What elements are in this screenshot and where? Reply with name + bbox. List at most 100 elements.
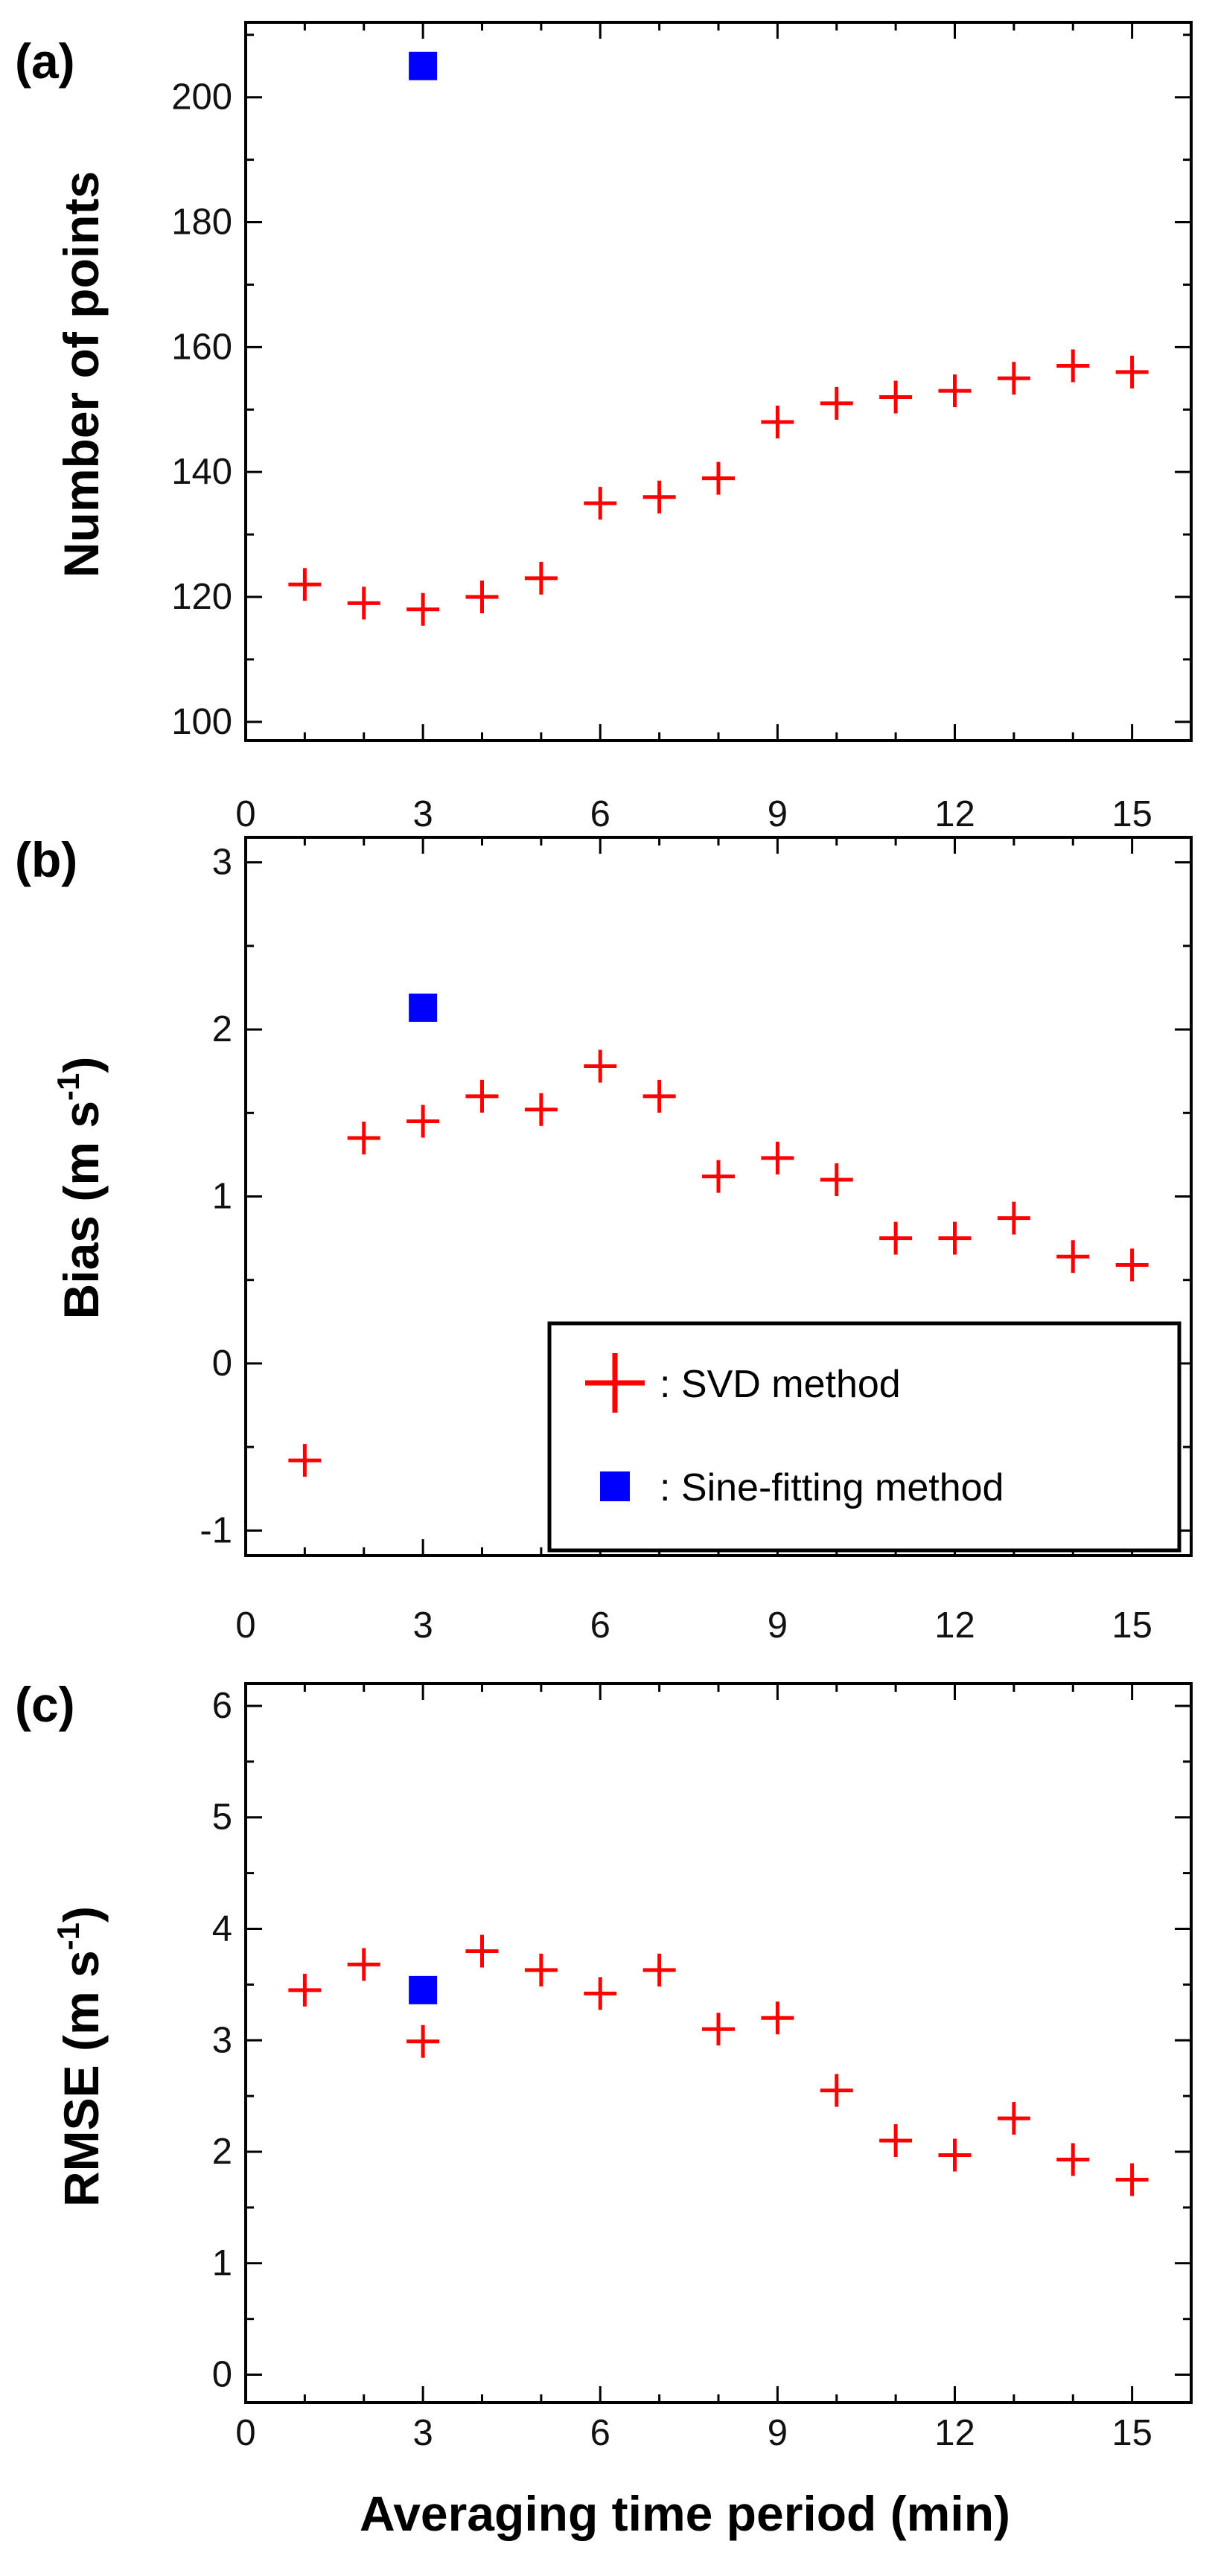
y-tick-label: 3	[212, 843, 232, 883]
svd-point	[347, 1948, 380, 1981]
panel-b-ylabel-end: )	[54, 1057, 109, 1073]
svd-point	[642, 480, 676, 514]
y-tick-label: 0	[212, 1343, 232, 1384]
y-tick-label: 2	[212, 1009, 232, 1049]
x-tick-label: 12	[934, 2413, 975, 2453]
sine-fitting-point	[409, 51, 438, 80]
x-tick-label: 12	[934, 794, 975, 834]
panel-b-ylabel: Bias (m s-1)	[51, 1057, 109, 1320]
panel-c-ylabel-sup: -1	[51, 1923, 86, 1950]
legend-box	[547, 1321, 1181, 1553]
legend-plus-marker	[585, 1353, 645, 1413]
svd-point	[524, 1093, 558, 1126]
svd-point	[1115, 1248, 1149, 1282]
svd-point	[406, 592, 440, 626]
svd-point	[820, 1163, 853, 1197]
legend: : SVD method : Sine-fitting method	[547, 1321, 1181, 1553]
svd-point	[347, 1121, 380, 1154]
svd-point	[288, 568, 322, 601]
svd-point	[288, 1444, 322, 1477]
svd-point	[465, 1934, 499, 1968]
y-tick-label: 100	[171, 702, 232, 742]
y-tick-label: 120	[171, 577, 232, 617]
panel-a-ticks	[244, 22, 1193, 741]
svd-point	[1056, 2143, 1090, 2176]
y-tick-label: 2	[212, 2132, 232, 2172]
svd-point	[1115, 2163, 1149, 2196]
legend-label-sine: : Sine-fitting method	[660, 1466, 1004, 1509]
svd-point	[702, 461, 735, 495]
x-tick-label: 3	[412, 794, 433, 834]
x-tick-label: 6	[590, 1605, 610, 1646]
y-tick-label: 160	[171, 327, 232, 367]
svd-point	[1115, 355, 1149, 389]
y-tick-label: -1	[200, 1510, 232, 1550]
panel-c-ylabel-main: RMSE (m s	[54, 1950, 109, 2207]
x-tick-label: 9	[768, 2413, 788, 2453]
svd-point	[524, 1953, 558, 1987]
panel-c-ticks	[244, 1684, 1193, 2403]
svd-point	[406, 1105, 440, 1138]
x-tick-label: 15	[1112, 794, 1152, 834]
y-tick-label: 1	[212, 1177, 232, 1217]
y-tick-label: 180	[171, 202, 232, 243]
x-tick-label: 3	[412, 1605, 433, 1646]
x-tick-label: 9	[768, 1605, 788, 1646]
x-tick-label: 0	[235, 794, 255, 834]
x-tick-label: 3	[412, 2413, 433, 2453]
svd-point	[879, 1221, 913, 1255]
legend-label-svd: : SVD method	[660, 1363, 901, 1406]
sine-fitting-point	[409, 993, 438, 1022]
svd-point	[879, 380, 913, 414]
svd-point	[406, 2024, 440, 2058]
y-tick-label: 140	[171, 452, 232, 492]
svd-point	[584, 1049, 617, 1083]
x-tick-label: 15	[1112, 1605, 1152, 1646]
svd-point	[820, 386, 853, 420]
panel-b-ylabel-sup: -1	[51, 1073, 86, 1101]
svd-point	[1056, 1240, 1090, 1273]
panel-c-label: (c)	[15, 1677, 75, 1732]
svd-point	[702, 2013, 735, 2046]
svd-point	[938, 1221, 972, 1255]
svd-point	[820, 2074, 853, 2107]
svd-point	[997, 2102, 1030, 2135]
svd-point	[584, 487, 617, 520]
svd-point	[702, 1160, 735, 1193]
panel-c-xlabel: Averaging time period (min)	[360, 2486, 1010, 2541]
sine-fitting-point	[409, 1975, 438, 2004]
panel-a-label: (a)	[15, 33, 75, 89]
x-tick-label: 15	[1112, 2413, 1152, 2453]
svd-point	[938, 2138, 972, 2172]
x-tick-label: 6	[590, 2413, 610, 2453]
svd-point	[761, 1141, 794, 1174]
panel-b-ylabel-main: Bias (m s	[54, 1101, 109, 1319]
panel-a-plot: 0 3 6 9 12 15 100 120 140 160 180 200	[171, 21, 1193, 834]
x-tick-label: 6	[590, 794, 610, 834]
y-tick-label: 5	[212, 1797, 232, 1838]
svd-point	[465, 1079, 499, 1113]
panel-b-label: (b)	[15, 832, 77, 887]
svd-point	[584, 1977, 617, 2010]
x-tick-label: 0	[235, 1605, 255, 1646]
svd-point	[997, 362, 1030, 395]
svd-point	[1056, 349, 1090, 383]
y-tick-label: 200	[171, 77, 232, 118]
y-tick-label: 3	[212, 2020, 232, 2060]
svd-point	[642, 1079, 676, 1113]
svd-point	[879, 2124, 913, 2158]
y-tick-label: 4	[212, 1908, 232, 1949]
panel-a-frame	[244, 21, 1193, 742]
svd-point	[524, 561, 558, 595]
svd-point	[761, 406, 794, 439]
y-tick-label: 1	[212, 2243, 232, 2283]
panel-a: (a) Number of points 0 3 6 9 12 15 100 120 140 16…	[15, 21, 1193, 834]
legend-square-marker	[600, 1471, 630, 1501]
svd-point	[761, 2001, 794, 2035]
svd-point	[347, 587, 380, 620]
svd-point	[288, 1973, 322, 2007]
svd-point	[642, 1953, 676, 1987]
